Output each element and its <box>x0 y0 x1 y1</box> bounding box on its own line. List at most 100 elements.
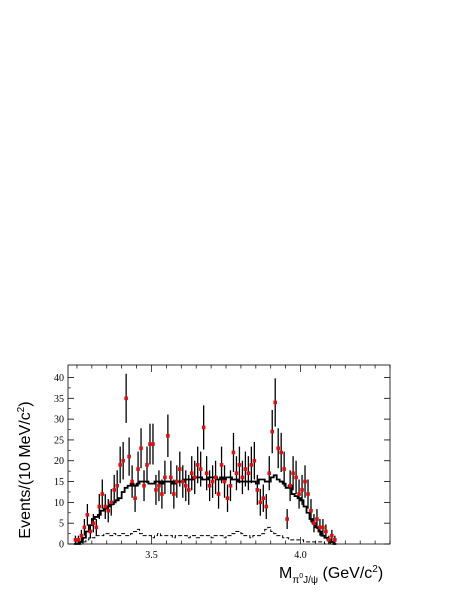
data-point <box>231 450 236 455</box>
data-point <box>219 463 224 467</box>
y-tick-label: 20 <box>54 456 64 467</box>
data-point <box>157 483 161 488</box>
data-point <box>94 525 99 530</box>
background-curve <box>73 526 337 545</box>
data-point <box>234 471 239 476</box>
data-point <box>151 442 155 446</box>
data-point <box>121 458 125 463</box>
data-point <box>85 513 90 517</box>
data-point <box>210 479 215 484</box>
data-point <box>82 525 87 530</box>
data-point <box>142 483 146 488</box>
data-point <box>160 492 164 496</box>
data-point <box>163 475 167 480</box>
data-point <box>270 429 275 434</box>
data-point <box>145 463 149 467</box>
data-point <box>306 492 310 496</box>
data-point <box>115 483 119 488</box>
data-point <box>192 475 197 480</box>
data-point <box>201 425 206 430</box>
x-tick-label: 3.5 <box>145 550 158 561</box>
data-point <box>204 471 209 476</box>
data-point <box>240 475 245 480</box>
data-point <box>178 467 182 471</box>
y-tick-label: 15 <box>54 477 64 488</box>
data-point <box>318 525 322 530</box>
data-point <box>237 463 242 467</box>
x-axis-ticks: 3.5 4.0 <box>76 365 391 561</box>
data-point <box>139 446 143 451</box>
data-point <box>315 517 319 521</box>
data-point <box>225 496 230 501</box>
y-tick-label: 10 <box>54 498 64 509</box>
svg-text:Events/(10 MeV/c2): Events/(10 MeV/c2) <box>16 401 34 538</box>
x-tick-label: 4.0 <box>294 550 307 561</box>
data-point <box>148 442 152 446</box>
data-point <box>183 483 188 488</box>
data-point <box>136 467 140 471</box>
y-axis-label: Events/(10 MeV/c2) <box>16 401 34 538</box>
y-tick-label: 35 <box>54 394 64 405</box>
data-point <box>267 471 272 476</box>
data-point <box>91 521 96 525</box>
data-point <box>172 492 176 496</box>
data-point <box>324 529 328 534</box>
data-point <box>76 538 81 542</box>
fit-histogram <box>73 474 337 545</box>
data-point <box>291 471 295 476</box>
data-point <box>154 488 158 492</box>
data-point <box>228 483 233 488</box>
data-point <box>97 504 102 509</box>
data-point <box>285 517 289 521</box>
data-point <box>73 538 78 542</box>
data-point <box>297 492 301 496</box>
data-point <box>243 467 248 471</box>
data-point <box>118 463 122 467</box>
data-point <box>186 488 191 492</box>
data-point <box>109 500 114 505</box>
data-point <box>309 508 313 513</box>
data-point <box>321 525 325 530</box>
background-histogram <box>73 526 337 545</box>
data-point <box>207 483 212 488</box>
y-axis-ticks: 0 5 10 15 20 25 30 35 40 <box>54 373 390 551</box>
fit-curve <box>73 474 337 545</box>
y-tick-label: 0 <box>59 540 64 551</box>
data-point <box>276 446 280 451</box>
y-tick-label: 40 <box>54 373 64 384</box>
data-point <box>189 471 194 476</box>
data-point <box>294 475 298 480</box>
data-points <box>73 373 337 544</box>
data-point <box>166 433 170 438</box>
data-point <box>222 479 227 484</box>
data-point <box>312 521 316 525</box>
data-point <box>198 467 203 471</box>
data-point <box>252 458 257 463</box>
data-point <box>261 496 266 501</box>
data-point <box>124 396 128 401</box>
data-point <box>130 479 134 484</box>
data-point <box>213 475 218 480</box>
data-point <box>327 538 331 542</box>
data-point <box>264 504 269 509</box>
data-point <box>88 529 93 534</box>
data-point <box>288 483 292 488</box>
data-point <box>175 479 179 484</box>
y-tick-label: 5 <box>59 519 64 530</box>
svg-text:Mπ0J/ψ (GeV/c2): Mπ0J/ψ (GeV/c2) <box>279 564 383 586</box>
data-point <box>169 475 173 480</box>
data-point <box>258 500 263 505</box>
data-point <box>133 496 137 501</box>
data-point <box>330 533 334 538</box>
data-point <box>106 508 111 513</box>
plot-frame <box>67 364 391 545</box>
data-point <box>300 488 304 492</box>
data-point <box>255 488 260 492</box>
data-point <box>100 492 105 496</box>
data-point <box>249 463 254 467</box>
x-axis-label: Mπ0J/ψ (GeV/c2) <box>279 564 383 586</box>
data-point <box>282 467 286 471</box>
data-point <box>333 538 337 542</box>
data-point <box>112 488 117 492</box>
